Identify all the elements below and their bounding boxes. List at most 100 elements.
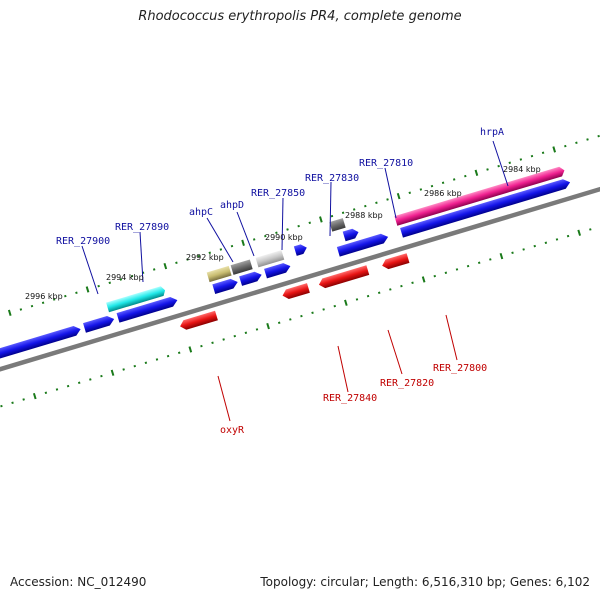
gene-block-RER_27850[interactable] (255, 250, 285, 268)
gene-label[interactable]: RER_27850 (251, 188, 305, 199)
accession-text: Accession: NC_012490 (10, 575, 147, 589)
gene-label[interactable]: RER_27840 (323, 393, 377, 404)
gene-arrow-forward[interactable] (212, 277, 239, 294)
gene-label[interactable]: ahpD (220, 200, 244, 211)
minor-tick (355, 298, 359, 301)
minor-tick (289, 318, 292, 321)
gene-arrow-forward[interactable] (336, 232, 390, 257)
minor-tick (200, 344, 203, 348)
minor-tick (0, 404, 3, 408)
minor-tick (41, 301, 45, 305)
minor-tick (430, 184, 434, 188)
minor-tick (555, 238, 559, 241)
gene-arrow-forward[interactable] (83, 314, 116, 333)
gene-arrow-reverse[interactable] (381, 253, 410, 270)
major-tick (163, 262, 168, 270)
minor-tick (586, 138, 589, 141)
minor-tick (544, 241, 548, 245)
minor-tick (522, 248, 525, 251)
minor-tick (22, 398, 25, 401)
minor-tick (452, 178, 456, 181)
minor-tick (66, 384, 70, 388)
minor-tick (133, 364, 137, 368)
gene-arrow-reverse[interactable] (281, 283, 310, 300)
minor-tick (275, 231, 278, 235)
gene-block-ahpC[interactable] (206, 265, 232, 283)
minor-tick (477, 261, 481, 265)
gene-labels: hrpA RER_27810 RER_27830 RER_27850 ahpD … (56, 127, 504, 436)
gene-arrow-forward[interactable] (264, 261, 292, 279)
minor-tick (244, 331, 248, 335)
gene-block-ahpD[interactable] (230, 259, 253, 275)
minor-tick (175, 261, 178, 265)
minor-tick (222, 338, 225, 341)
gene-arrow-forward[interactable] (106, 285, 166, 313)
gene-label[interactable]: RER_27890 (115, 222, 169, 233)
minor-tick (386, 198, 389, 201)
minor-tick (233, 334, 237, 338)
minor-tick (286, 228, 289, 231)
minor-tick (486, 168, 489, 171)
gene-arrow-reverse[interactable] (179, 310, 218, 331)
minor-tick (155, 358, 159, 361)
minor-tick (375, 201, 378, 205)
minor-tick (466, 264, 470, 268)
minor-tick (130, 274, 134, 278)
major-tick (32, 392, 37, 400)
minor-tick (575, 141, 578, 145)
scale-label: 2986 kbp (424, 189, 462, 198)
minor-tick (252, 238, 256, 241)
minor-tick (44, 391, 48, 395)
gene-block-RER_27810[interactable] (329, 218, 346, 232)
minor-tick (64, 294, 67, 298)
gene-label[interactable]: RER_27900 (56, 236, 110, 247)
minor-tick (541, 151, 545, 155)
gene-arrow-forward[interactable] (239, 270, 263, 286)
gene-label[interactable]: RER_27830 (305, 173, 359, 184)
minor-tick (352, 208, 356, 211)
gene-label[interactable]: RER_27820 (380, 378, 434, 389)
minor-tick (277, 321, 281, 325)
minor-tick (144, 361, 148, 365)
major-tick (241, 239, 245, 246)
minor-tick (297, 224, 300, 228)
major-tick (499, 252, 504, 260)
gene-arrow-forward[interactable] (400, 177, 571, 238)
gene-label[interactable]: hrpA (480, 127, 504, 138)
minor-tick (389, 288, 392, 291)
gene-label[interactable]: ahpC (189, 207, 213, 218)
minor-tick (177, 351, 181, 355)
gene-arrow-forward[interactable] (293, 243, 308, 256)
minor-tick (311, 311, 314, 315)
topology-text: Topology: circular; Length: 6,516,310 bp… (260, 575, 590, 589)
minor-tick (211, 341, 214, 345)
minor-tick (52, 298, 56, 301)
gene-arrow-forward[interactable] (394, 166, 565, 226)
gene-arrow-forward[interactable] (116, 295, 179, 323)
gene-label[interactable]: RER_27800 (433, 363, 487, 374)
upper-scale-track (7, 134, 600, 316)
major-tick (85, 286, 90, 293)
major-tick (319, 216, 323, 223)
minor-tick (341, 211, 345, 215)
minor-tick (264, 234, 267, 238)
minor-tick (197, 254, 200, 258)
minor-tick (408, 191, 412, 195)
gene-arrow-forward[interactable] (0, 324, 82, 363)
minor-tick (166, 354, 170, 358)
gene-label[interactable]: oxyR (220, 425, 245, 436)
scale-label: 2984 kbp (503, 165, 541, 174)
major-tick (188, 346, 193, 353)
gene-arrow-forward[interactable] (342, 227, 360, 242)
minor-tick (366, 294, 370, 298)
major-tick (110, 369, 115, 376)
scale-labels: 2984 kbp 2986 kbp 2988 kbp 2990 kbp 2992… (25, 165, 541, 301)
gene-label[interactable]: RER_27810 (359, 158, 413, 169)
minor-tick (433, 274, 437, 278)
upper-feature-row (106, 166, 565, 313)
minor-tick (519, 158, 523, 161)
major-tick (344, 299, 348, 306)
minor-tick (97, 284, 100, 288)
gene-arrow-reverse[interactable] (318, 265, 370, 289)
